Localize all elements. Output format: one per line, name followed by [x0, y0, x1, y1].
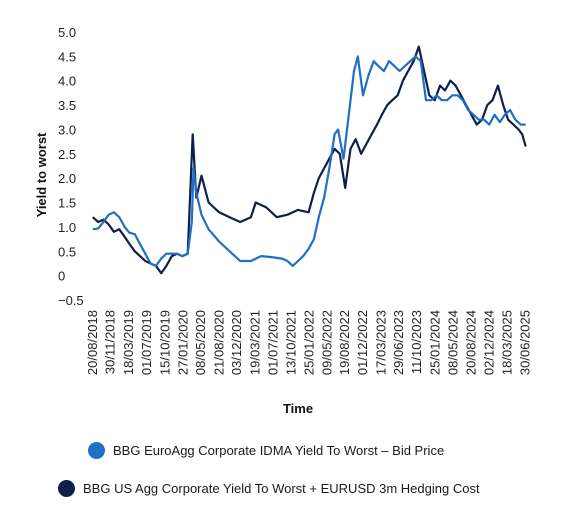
x-tick-label: 19/08/2022 [337, 310, 352, 375]
series-line-usagg [92, 45, 527, 275]
y-axis-title: Yield to worst [34, 132, 49, 217]
y-tick-label: −0.5 [58, 293, 84, 308]
y-tick-label: 2.5 [58, 147, 76, 162]
x-tick-label: 11/10/2023 [409, 310, 424, 374]
legend-item-euroagg: BBG EuroAgg Corporate IDMA Yield To Wors… [88, 440, 558, 460]
x-tick-label: 25/01/2022 [301, 310, 316, 375]
y-tick-label: 2.0 [58, 171, 76, 186]
y-tick-label: 4.5 [58, 49, 76, 64]
x-tick-label: 20/08/2024 [463, 310, 478, 375]
x-tick-label: 08/05/2020 [193, 310, 208, 375]
x-tick-label: 03/12/2020 [229, 310, 244, 375]
legend-marker-euroagg [88, 441, 105, 459]
x-axis-ticks: 20/08/2018 30/11/2018 18/03/2019 01/07/2019… [85, 310, 533, 375]
y-axis-ticks: 5.0 4.5 4.0 3.5 3.0 2.5 2.0 1.5 1.0 0.5 0 −0.5 [58, 25, 84, 308]
x-tick-label: 01/07/2019 [139, 310, 154, 375]
y-tick-label: 1.0 [58, 220, 76, 235]
x-tick-label: 27/01/2020 [176, 310, 191, 375]
x-tick-label: 15/10/2019 [158, 310, 173, 375]
x-tick-label: 02/12/2024 [481, 310, 496, 375]
x-tick-label: 18/03/2019 [121, 310, 136, 375]
x-tick-label: 25/01/2024 [428, 310, 443, 375]
x-tick-label: 17/03/2023 [373, 310, 388, 375]
series-lines [92, 45, 527, 275]
series-line-euroagg [92, 55, 526, 267]
x-tick-label: 21/08/2020 [211, 310, 226, 375]
x-tick-label: 01/07/2021 [266, 310, 281, 375]
x-tick-label: 30/11/2018 [102, 310, 117, 374]
legend-item-usagg: BBG US Agg Corporate Yield To Worst + EU… [58, 478, 558, 498]
x-tick-label: 30/06/2025 [518, 310, 533, 375]
y-tick-label: 5.0 [58, 25, 76, 40]
x-tick-label: 20/08/2018 [85, 310, 100, 375]
legend-label-euroagg: BBG EuroAgg Corporate IDMA Yield To Wors… [113, 442, 445, 458]
y-tick-label: 0 [58, 269, 65, 284]
y-tick-label: 3.5 [58, 98, 76, 113]
x-axis-title: Time [283, 401, 313, 416]
legend-label-usagg: BBG US Agg Corporate Yield To Worst + EU… [83, 480, 480, 496]
x-tick-label: 09/05/2022 [319, 310, 334, 375]
x-tick-label: 13/10/2021 [283, 310, 298, 375]
x-tick-label: 29/06/2023 [391, 310, 406, 375]
y-tick-label: 0.5 [58, 244, 76, 259]
x-tick-label: 18/03/2025 [500, 310, 515, 375]
legend: BBG EuroAgg Corporate IDMA Yield To Wors… [58, 440, 558, 516]
line-chart: 5.0 4.5 4.0 3.5 3.0 2.5 2.0 1.5 1.0 0.5 0 −0.5 20/0… [34, 25, 533, 416]
x-tick-label: 01/12/2022 [355, 310, 370, 375]
legend-marker-usagg [58, 479, 75, 497]
y-tick-label: 4.0 [58, 74, 76, 89]
y-tick-label: 3.0 [58, 122, 76, 137]
x-tick-label: 08/05/2024 [445, 310, 460, 375]
x-tick-label: 19/03/2021 [248, 310, 263, 375]
y-tick-label: 1.5 [58, 196, 76, 211]
